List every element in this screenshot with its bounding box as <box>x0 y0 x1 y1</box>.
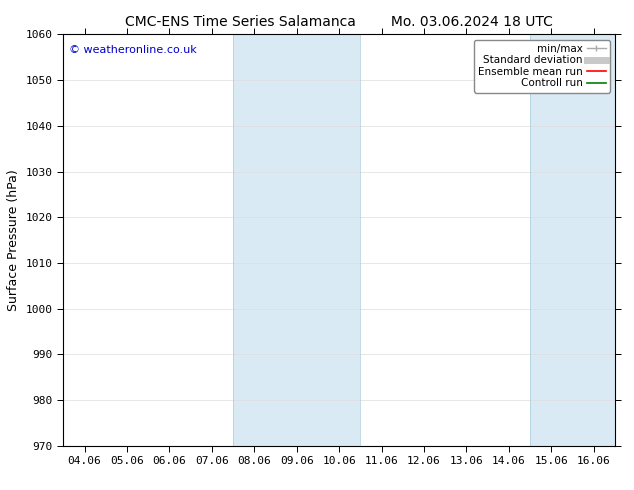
Bar <box>233 34 360 446</box>
Bar <box>530 34 615 446</box>
Title: CMC-ENS Time Series Salamanca        Mo. 03.06.2024 18 UTC: CMC-ENS Time Series Salamanca Mo. 03.06.… <box>126 15 553 29</box>
Legend: min/max, Standard deviation, Ensemble mean run, Controll run: min/max, Standard deviation, Ensemble me… <box>474 40 610 93</box>
Y-axis label: Surface Pressure (hPa): Surface Pressure (hPa) <box>8 169 20 311</box>
Text: © weatheronline.co.uk: © weatheronline.co.uk <box>69 45 197 54</box>
